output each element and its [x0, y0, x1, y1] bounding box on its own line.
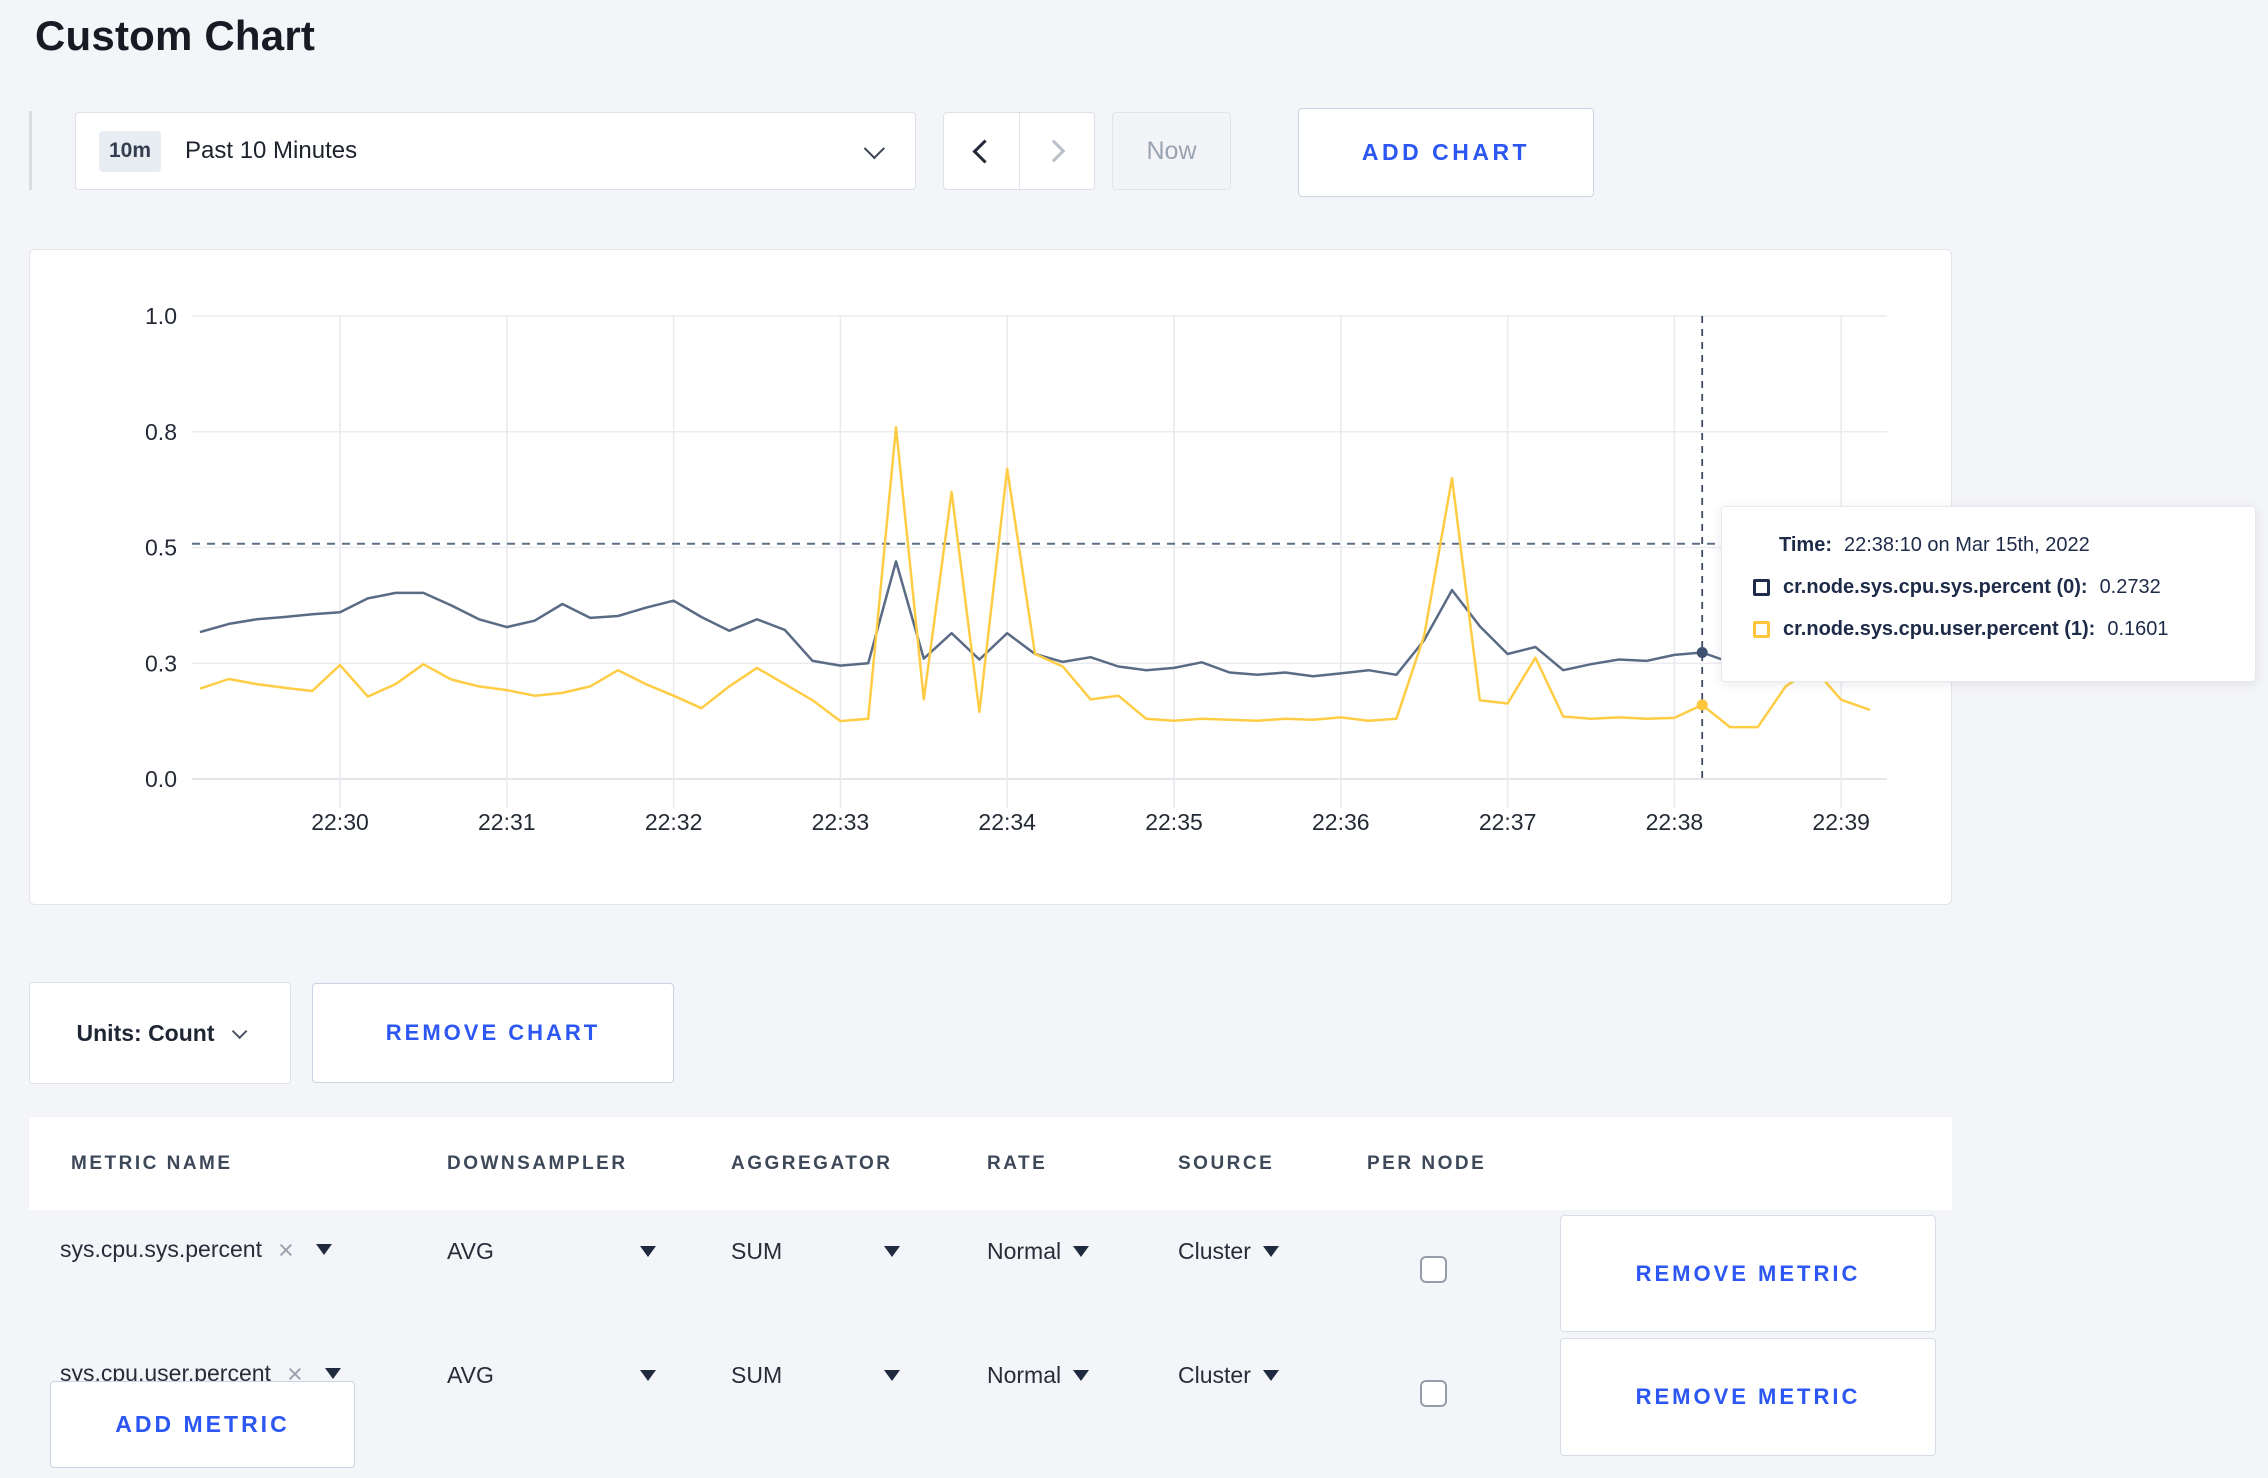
chevron-left-icon: [972, 138, 997, 164]
chart-tooltip: Time: 22:38:10 on Mar 15th, 2022 cr.node…: [1721, 506, 2256, 682]
chevron-down-icon[interactable]: [640, 1370, 656, 1381]
header-metric-name: METRIC NAME: [71, 1153, 233, 1174]
header-source: SOURCE: [1178, 1153, 1275, 1174]
table-row: sys.cpu.sys.percent ×: [60, 1236, 332, 1263]
header-per-node: PER NODE: [1367, 1153, 1487, 1174]
remove-chart-button[interactable]: REMOVE CHART: [312, 983, 674, 1083]
time-nav-group: [943, 112, 1095, 190]
chevron-right-icon: [1042, 139, 1066, 163]
chevron-down-icon: [1073, 1370, 1090, 1381]
x-tick-label: 22:31: [478, 809, 536, 835]
chevron-down-icon: [1262, 1370, 1279, 1381]
x-tick-label: 22:33: [812, 809, 870, 835]
chevron-down-icon[interactable]: [640, 1246, 656, 1257]
page-title: Custom Chart: [35, 12, 316, 59]
series-sys-swatch-icon: [1753, 578, 1770, 596]
rate-select[interactable]: Normal: [987, 1362, 1090, 1389]
chevron-down-icon: [1073, 1246, 1090, 1257]
x-tick-label: 22:35: [1145, 809, 1203, 835]
add-metric-button[interactable]: ADD METRIC: [50, 1381, 355, 1468]
x-tick-label: 22:32: [645, 809, 703, 835]
tooltip-sys-name: cr.node.sys.cpu.sys.percent (0):: [1783, 576, 2088, 598]
downsampler-select[interactable]: AVG: [447, 1362, 494, 1388]
x-tick-label: 22:36: [1312, 809, 1370, 835]
chart-panel: 0.0 0.3 0.5 0.8 1.0 22:30 22:31 22:32 22:33 22:34…: [29, 249, 1952, 905]
source-value: Cluster: [1178, 1362, 1251, 1388]
chevron-down-icon[interactable]: [884, 1246, 900, 1257]
header-aggregator: AGGREGATOR: [731, 1153, 893, 1174]
per-node-checkbox[interactable]: [1420, 1256, 1447, 1283]
chevron-down-icon[interactable]: [315, 1244, 332, 1255]
chevron-down-icon[interactable]: [884, 1370, 900, 1381]
tooltip-user-value: 0.1601: [2107, 618, 2169, 640]
aggregator-select[interactable]: SUM: [731, 1362, 783, 1388]
per-node-checkbox[interactable]: [1420, 1380, 1447, 1407]
header-downsampler: DOWNSAMPLER: [447, 1153, 628, 1174]
y-tick-label: 0.0: [145, 766, 177, 792]
remove-metric-button[interactable]: REMOVE METRIC: [1560, 1215, 1936, 1332]
timescale-label: Past 10 Minutes: [185, 137, 358, 164]
toolbar-divider: [29, 111, 32, 190]
tooltip-time-label: Time:: [1779, 534, 1832, 556]
timescale-dropdown[interactable]: 10m Past 10 Minutes: [75, 112, 916, 190]
aggregator-select[interactable]: SUM: [731, 1238, 783, 1264]
prev-interval-button[interactable]: [944, 113, 1019, 189]
chevron-down-icon: [1262, 1246, 1279, 1257]
add-chart-button[interactable]: ADD CHART: [1298, 108, 1594, 197]
rate-value: Normal: [987, 1362, 1062, 1388]
tooltip-user-name: cr.node.sys.cpu.user.percent (1):: [1783, 618, 2096, 640]
x-tick-label: 22:37: [1479, 809, 1537, 835]
rate-select[interactable]: Normal: [987, 1238, 1090, 1265]
y-tick-label: 0.8: [145, 419, 177, 445]
units-label: Units: Count: [76, 1019, 215, 1046]
clear-metric-icon[interactable]: ×: [286, 1358, 303, 1389]
y-tick-label: 0.3: [145, 650, 177, 676]
downsampler-select[interactable]: AVG: [447, 1238, 494, 1264]
chevron-down-icon: [863, 137, 885, 159]
metrics-table-header: METRIC NAME DOWNSAMPLER AGGREGATOR RATE …: [29, 1117, 1952, 1210]
units-dropdown[interactable]: Units: Count: [29, 982, 291, 1084]
y-tick-label: 1.0: [145, 303, 177, 329]
chevron-down-icon: [232, 1023, 248, 1039]
x-tick-label: 22:38: [1646, 809, 1704, 835]
clear-metric-icon[interactable]: ×: [277, 1234, 294, 1265]
source-value: Cluster: [1178, 1238, 1251, 1264]
rate-value: Normal: [987, 1238, 1062, 1264]
tooltip-time-value: 22:38:10 on Mar 15th, 2022: [1843, 534, 2090, 556]
chevron-down-icon[interactable]: [324, 1368, 341, 1379]
crosshair-dot: [1696, 699, 1708, 711]
timeseries-chart[interactable]: 0.0 0.3 0.5 0.8 1.0 22:30 22:31 22:32 22:33 22:34…: [30, 250, 1953, 906]
x-tick-label: 22:39: [1812, 809, 1870, 835]
series-line: [199, 560, 1871, 678]
source-select[interactable]: Cluster: [1178, 1362, 1279, 1389]
timescale-badge: 10m: [99, 130, 161, 172]
next-interval-button[interactable]: [1018, 113, 1095, 189]
x-tick-label: 22:30: [311, 809, 369, 835]
metric-name-input[interactable]: sys.cpu.sys.percent: [60, 1236, 262, 1262]
x-tick-label: 22:34: [978, 809, 1036, 835]
crosshair-dot: [1696, 647, 1708, 659]
remove-metric-button[interactable]: REMOVE METRIC: [1560, 1338, 1936, 1456]
header-rate: RATE: [987, 1153, 1048, 1174]
y-tick-label: 0.5: [145, 535, 177, 561]
tooltip-sys-value: 0.2732: [2099, 576, 2161, 598]
source-select[interactable]: Cluster: [1178, 1238, 1279, 1265]
series-user-swatch-icon: [1753, 620, 1770, 638]
now-button[interactable]: Now: [1112, 112, 1231, 190]
series-line: [199, 425, 1871, 729]
